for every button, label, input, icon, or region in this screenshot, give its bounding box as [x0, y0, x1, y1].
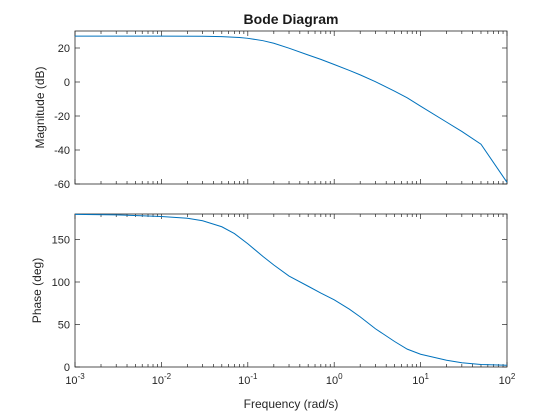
- magnitude-series-line: [75, 35, 508, 183]
- phase-x-ticks: 10-3 10-2 10-1 100 101 102: [65, 372, 516, 387]
- y-tick-label: 50: [58, 320, 70, 332]
- phase-series-line: [74, 213, 508, 366]
- x-axis-label: Frequency (rad/s): [244, 397, 339, 411]
- phase-y-axis-label: Phase (deg): [30, 258, 44, 323]
- y-tick-label: 0: [64, 77, 70, 89]
- y-tick-label: -60: [54, 179, 70, 191]
- magnitude-y-axis-label: Magnitude (dB): [33, 66, 47, 148]
- x-tick-label: 10-1: [238, 372, 258, 387]
- x-tick-label: 100: [326, 372, 343, 387]
- y-tick-label: 150: [52, 235, 70, 247]
- phase-plot-area: [74, 213, 508, 368]
- y-tick-label: -40: [54, 145, 70, 157]
- phase-axes: 0 50 100 150 10-3 10-2 10-1 100 101 102: [52, 213, 516, 387]
- phase-y-ticks: 0 50 100 150: [52, 235, 507, 374]
- phase-x-minor-ticks: [74, 214, 508, 367]
- x-tick-label: 102: [499, 372, 516, 387]
- y-tick-label: -20: [54, 111, 70, 123]
- x-tick-label: 101: [412, 372, 429, 387]
- y-tick-label: 0: [64, 362, 70, 374]
- y-tick-label: 20: [58, 43, 70, 55]
- magnitude-x-minor-ticks: [74, 31, 508, 184]
- chart-title: Bode Diagram: [244, 11, 339, 27]
- y-tick-label: 100: [52, 277, 70, 289]
- magnitude-y-ticks: 20 0 -20 -40 -60: [54, 43, 507, 191]
- magnitude-axes: 20 0 -20 -40 -60: [54, 30, 508, 191]
- magnitude-plot-area: [74, 30, 508, 185]
- x-tick-label: 10-3: [65, 372, 85, 387]
- x-tick-label: 10-2: [152, 372, 172, 387]
